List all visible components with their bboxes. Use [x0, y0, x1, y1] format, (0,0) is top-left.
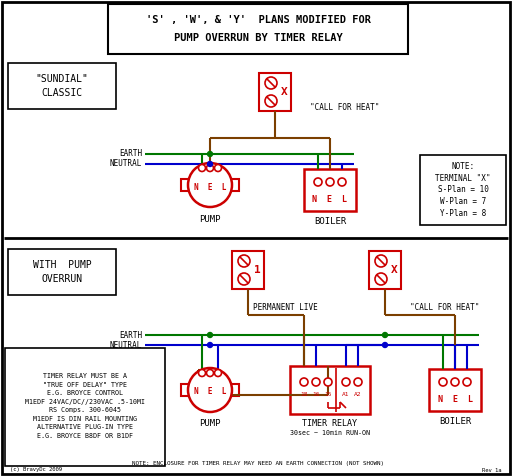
Text: 'S' , 'W', & 'Y'  PLANS MODIFIED FOR: 'S' , 'W', & 'Y' PLANS MODIFIED FOR [145, 15, 371, 25]
Text: X: X [391, 265, 397, 275]
Text: "CALL FOR HEAT": "CALL FOR HEAT" [410, 304, 479, 313]
FancyBboxPatch shape [181, 179, 189, 191]
Text: A2: A2 [354, 391, 362, 397]
Circle shape [188, 163, 232, 207]
Text: (c) BravyDc 2009: (c) BravyDc 2009 [10, 467, 62, 473]
FancyBboxPatch shape [420, 155, 506, 225]
FancyBboxPatch shape [304, 169, 356, 211]
FancyBboxPatch shape [8, 63, 116, 109]
Circle shape [206, 165, 214, 171]
Text: EARTH: EARTH [119, 330, 142, 339]
Text: PERMANENT LIVE: PERMANENT LIVE [252, 304, 317, 313]
Circle shape [354, 378, 362, 386]
Text: 18: 18 [300, 391, 308, 397]
Text: X: X [281, 87, 287, 97]
Text: EARTH: EARTH [119, 149, 142, 159]
FancyBboxPatch shape [5, 348, 165, 466]
Circle shape [312, 378, 320, 386]
Text: 15: 15 [324, 391, 332, 397]
Circle shape [207, 333, 212, 337]
Circle shape [375, 255, 387, 267]
Circle shape [342, 378, 350, 386]
Text: N  E  L: N E L [194, 387, 226, 397]
Circle shape [207, 151, 212, 157]
Text: NOTE: ENCLOSURE FOR TIMER RELAY MAY NEED AN EARTH CONNECTION (NOT SHOWN): NOTE: ENCLOSURE FOR TIMER RELAY MAY NEED… [132, 462, 384, 466]
Text: N  E  L: N E L [194, 182, 226, 191]
Circle shape [439, 378, 447, 386]
Circle shape [324, 378, 332, 386]
FancyBboxPatch shape [429, 369, 481, 411]
Text: 30sec ~ 10min RUN-ON: 30sec ~ 10min RUN-ON [290, 430, 370, 436]
Circle shape [300, 378, 308, 386]
Circle shape [238, 255, 250, 267]
Circle shape [326, 178, 334, 186]
Text: BOILER: BOILER [314, 218, 346, 227]
Circle shape [375, 273, 387, 285]
Circle shape [188, 368, 232, 412]
Circle shape [382, 333, 388, 337]
Text: BOILER: BOILER [439, 417, 471, 426]
FancyBboxPatch shape [290, 366, 370, 414]
FancyBboxPatch shape [231, 179, 239, 191]
Text: 1: 1 [253, 265, 261, 275]
Text: PUMP: PUMP [199, 419, 221, 428]
Text: WITH  PUMP
OVERRUN: WITH PUMP OVERRUN [33, 260, 91, 284]
Circle shape [314, 178, 322, 186]
Text: "SUNDIAL"
CLASSIC: "SUNDIAL" CLASSIC [35, 74, 89, 98]
FancyBboxPatch shape [259, 73, 291, 111]
FancyBboxPatch shape [8, 249, 116, 295]
Circle shape [207, 343, 212, 347]
FancyBboxPatch shape [231, 384, 239, 396]
Text: TIMER RELAY: TIMER RELAY [303, 419, 357, 428]
Text: "CALL FOR HEAT": "CALL FOR HEAT" [310, 102, 379, 111]
Circle shape [215, 165, 222, 171]
Circle shape [338, 178, 346, 186]
Circle shape [463, 378, 471, 386]
Text: NOTE:
TERMINAL "X"
S-Plan = 10
W-Plan = 7
Y-Plan = 8: NOTE: TERMINAL "X" S-Plan = 10 W-Plan = … [435, 162, 490, 218]
Circle shape [382, 343, 388, 347]
Text: Rev 1a: Rev 1a [482, 467, 502, 473]
Text: PUMP OVERRUN BY TIMER RELAY: PUMP OVERRUN BY TIMER RELAY [174, 33, 343, 43]
Text: NEUTRAL: NEUTRAL [110, 159, 142, 169]
FancyBboxPatch shape [181, 384, 189, 396]
Circle shape [199, 369, 205, 377]
Text: N  E  L: N E L [312, 196, 348, 205]
Text: TIMER RELAY MUST BE A
"TRUE OFF DELAY" TYPE
E.G. BROYCE CONTROL
M1EDF 24VAC/DC//: TIMER RELAY MUST BE A "TRUE OFF DELAY" T… [25, 373, 145, 439]
Circle shape [238, 273, 250, 285]
Text: PUMP: PUMP [199, 215, 221, 224]
Text: N  E  L: N E L [437, 396, 473, 405]
Text: 16: 16 [312, 391, 320, 397]
FancyBboxPatch shape [232, 251, 264, 289]
Circle shape [215, 369, 222, 377]
Text: NEUTRAL: NEUTRAL [110, 340, 142, 349]
Circle shape [206, 369, 214, 377]
Circle shape [207, 161, 212, 167]
Text: A1: A1 [342, 391, 350, 397]
Circle shape [199, 165, 205, 171]
FancyBboxPatch shape [369, 251, 401, 289]
Circle shape [265, 77, 277, 89]
FancyBboxPatch shape [108, 4, 408, 54]
Circle shape [451, 378, 459, 386]
Circle shape [265, 95, 277, 107]
